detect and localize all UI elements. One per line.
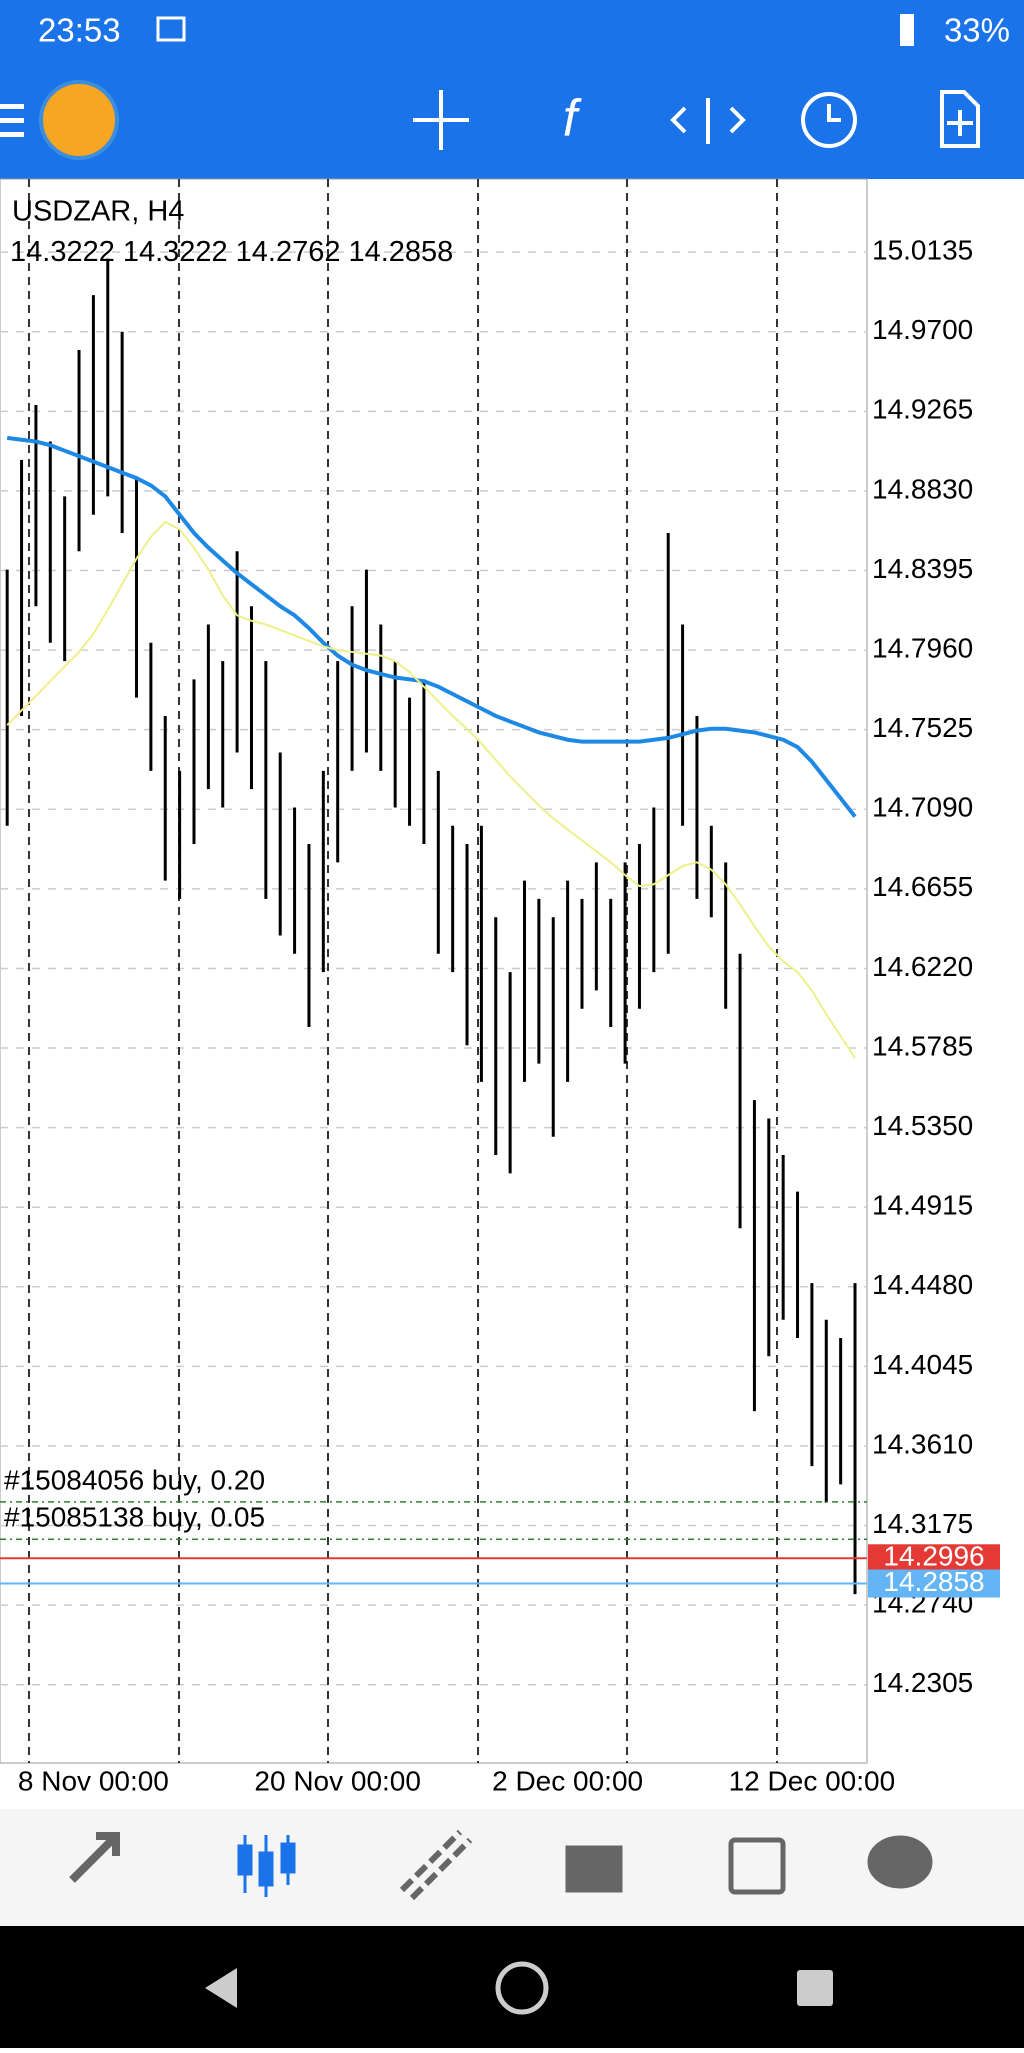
- new-order-button[interactable]: [940, 90, 980, 148]
- y-tick-label: 14.9700: [872, 314, 973, 345]
- y-tick-label: 14.2305: [872, 1667, 973, 1698]
- back-button[interactable]: [205, 1968, 237, 2008]
- ohlc-value: 14.3222: [10, 236, 115, 268]
- x-tick-label: 12 Dec 00:00: [729, 1765, 896, 1796]
- system-nav: [0, 1926, 1024, 2048]
- y-tick-label: 14.7525: [872, 712, 973, 743]
- x-tick-label: 8 Nov 00:00: [18, 1765, 169, 1796]
- chart-tab[interactable]: [237, 1835, 296, 1897]
- symbol-label: USDZAR, H4: [12, 196, 184, 228]
- y-tick-label: 14.4915: [872, 1190, 973, 1221]
- ohlc-value: 14.3222: [123, 236, 228, 268]
- y-tick-label: 14.3175: [872, 1508, 973, 1539]
- history-tab[interactable]: [565, 1845, 623, 1893]
- order-label: #15085138 buy, 0.05: [4, 1502, 265, 1533]
- icon: [156, 16, 186, 42]
- x-tick-label: 2 Dec 00:00: [492, 1765, 643, 1796]
- price-tag: [868, 1569, 1000, 1598]
- trade-button[interactable]: [670, 98, 746, 144]
- top-bar: [0, 0, 1024, 179]
- messages-tab[interactable]: [867, 1835, 933, 1889]
- price-tag: [868, 1544, 1000, 1573]
- plot-area: [0, 178, 868, 1764]
- moving-average: [6, 435, 857, 818]
- recents-button[interactable]: [797, 1970, 833, 2006]
- y-tick-label: 14.4045: [872, 1349, 973, 1380]
- bottom-nav: [0, 1809, 1024, 1926]
- x-tick-label: 20 Nov 00:00: [254, 1765, 421, 1796]
- status-time: 23:53: [38, 12, 121, 49]
- moving-average: [6, 520, 856, 1059]
- y-tick-label: 14.5785: [872, 1030, 973, 1061]
- y-tick-label: 14.8830: [872, 473, 973, 504]
- indicators-button[interactable]: f: [563, 90, 582, 148]
- battery-icon: [900, 14, 914, 46]
- y-tick-label: 15.0135: [872, 235, 973, 266]
- y-tick-label: 14.7960: [872, 632, 973, 663]
- y-tick-label: 14.6655: [872, 871, 973, 902]
- battery: 33%: [944, 12, 1010, 49]
- price-tag-label: 14.2858: [883, 1566, 984, 1597]
- y-tick-label: 14.7090: [872, 792, 973, 823]
- app-logo[interactable]: [39, 80, 119, 160]
- ohlc-value: 14.2762: [236, 236, 341, 268]
- y-tick-label: 14.8395: [872, 553, 973, 584]
- ohlc-readout: 14.3222 14.3222 14.2762 14.2858: [10, 236, 453, 268]
- home-button[interactable]: [495, 1961, 549, 2015]
- y-tick-label: 14.5350: [872, 1110, 973, 1141]
- order-label: #15084056 buy, 0.20: [4, 1464, 265, 1495]
- timeframe-button[interactable]: [801, 92, 857, 148]
- ohlc-value: 14.2858: [348, 236, 453, 268]
- y-tick-label: 14.9265: [872, 394, 973, 425]
- news-tab[interactable]: [728, 1837, 786, 1895]
- y-tick-label: 14.6220: [872, 951, 973, 982]
- menu-button[interactable]: [0, 104, 24, 137]
- y-tick-label: 14.4480: [872, 1269, 973, 1300]
- quotes-tab[interactable]: [69, 1832, 120, 1883]
- y-tick-label: 14.3610: [872, 1428, 973, 1459]
- trade-tab[interactable]: [399, 1829, 473, 1901]
- price-tag-label: 14.2996: [883, 1541, 984, 1572]
- crosshair-button[interactable]: [413, 90, 469, 150]
